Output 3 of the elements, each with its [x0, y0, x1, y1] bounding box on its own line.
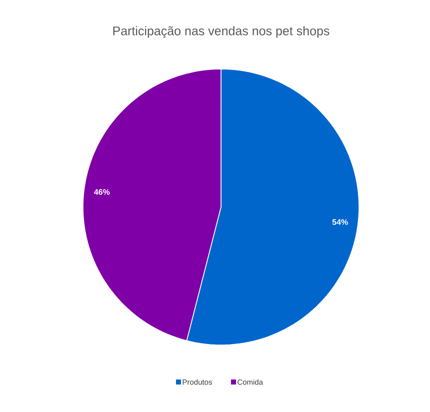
chart-title: Participação nas vendas nos pet shops	[113, 26, 330, 38]
data-label: 46%	[94, 189, 110, 195]
data-label: 54%	[332, 219, 348, 225]
